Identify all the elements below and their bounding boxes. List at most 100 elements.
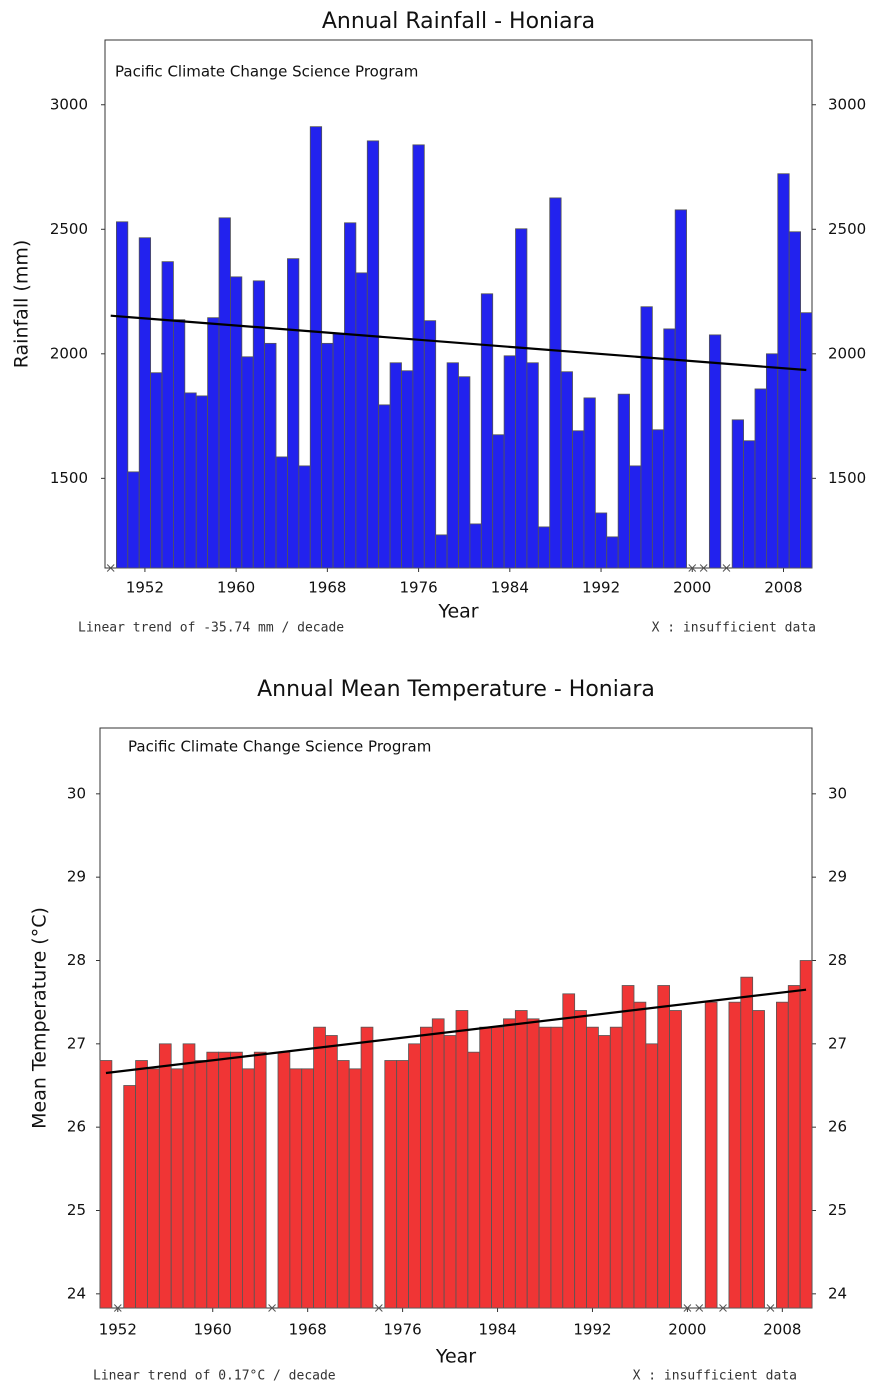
bar (777, 173, 790, 569)
bar (560, 371, 573, 569)
bar (645, 1043, 659, 1309)
y2-tick-label: 2500 (828, 220, 866, 238)
bar (431, 1018, 445, 1309)
bar (309, 126, 323, 569)
bar (491, 1026, 504, 1309)
x-axis-label: Year (437, 601, 478, 623)
missing-marker (106, 564, 115, 572)
bar (657, 985, 671, 1309)
y2-tick-label: 1500 (828, 469, 866, 487)
bar (158, 1043, 172, 1309)
missing-marker (375, 1304, 383, 1312)
bar (617, 393, 630, 569)
bar (241, 1068, 255, 1309)
y-tick-label: 25 (67, 1201, 86, 1219)
missing-marker (766, 1304, 775, 1312)
bar (184, 392, 197, 569)
bar (480, 293, 494, 569)
x-tick-label: 2008 (763, 1321, 801, 1339)
bar (492, 434, 505, 569)
bar (161, 261, 174, 569)
bar (787, 985, 801, 1309)
bar (135, 1060, 148, 1309)
bar (332, 333, 345, 569)
y2-tick-label: 2000 (828, 344, 866, 362)
bar (765, 353, 779, 569)
bar (138, 237, 152, 569)
bar (550, 1026, 564, 1309)
y-tick-label: 30 (67, 784, 86, 802)
y2-tick-label: 28 (828, 951, 847, 969)
bar (195, 395, 209, 569)
bar (800, 312, 813, 569)
x-tick-label: 1984 (491, 579, 529, 597)
subtitle: Pacific Climate Change Science Program (128, 738, 431, 756)
bar (344, 222, 357, 569)
missing-marker (688, 564, 697, 572)
bar (651, 429, 665, 569)
y2-tick-label: 29 (828, 868, 847, 886)
bar (360, 1026, 374, 1309)
x-tick-label: 1968 (308, 579, 346, 597)
y2-tick-label: 25 (828, 1201, 847, 1219)
bar (503, 355, 516, 569)
bar (788, 231, 801, 569)
y-tick-label: 26 (67, 1118, 86, 1136)
bar (325, 1035, 338, 1309)
x-tick-label: 2008 (764, 579, 802, 597)
trend-line (105, 988, 807, 1075)
bar (396, 1060, 409, 1309)
bar (586, 1026, 599, 1309)
bar (170, 1068, 184, 1309)
bar (594, 512, 608, 569)
bar (704, 1001, 718, 1309)
bar (526, 1018, 540, 1309)
bar (629, 465, 642, 569)
trend-note: Linear trend of 0.17°C / decade (93, 1369, 336, 1384)
bar (609, 1026, 623, 1309)
bar (598, 1035, 611, 1309)
bar (633, 1001, 647, 1309)
x-tick-label: 1952 (99, 1321, 137, 1339)
bar (401, 370, 414, 569)
bar (674, 209, 687, 569)
x-tick-label: 1952 (126, 579, 164, 597)
bar (277, 1051, 291, 1309)
bar (206, 1051, 220, 1309)
bar (549, 197, 562, 569)
missing-marker (719, 1304, 727, 1312)
x-axis-label: Year (435, 1346, 476, 1368)
y2-tick-label: 3000 (828, 95, 866, 113)
bar (150, 372, 163, 569)
bar (574, 1010, 587, 1309)
missing-note: X : insufficient data (652, 621, 816, 636)
bar (147, 1068, 160, 1309)
y2-tick-label: 27 (828, 1034, 847, 1052)
bar (230, 276, 243, 569)
bar (355, 272, 368, 569)
bar (752, 1010, 765, 1309)
bar (207, 317, 220, 569)
subtitle: Pacific Climate Change Science Program (115, 63, 418, 81)
bar (287, 258, 300, 569)
bar (467, 1051, 481, 1309)
x-tick-label: 1992 (573, 1321, 611, 1339)
bar (301, 1068, 315, 1309)
chart-title: Annual Mean Temperature - Honiara (257, 677, 655, 702)
y2-tick-label: 26 (828, 1118, 847, 1136)
bar (515, 228, 528, 569)
bar (321, 342, 334, 569)
bar (446, 362, 459, 569)
bar (526, 362, 539, 569)
bar (253, 1051, 267, 1309)
missing-marker (268, 1304, 276, 1312)
x-tick-label: 1960 (194, 1321, 232, 1339)
bar (621, 985, 635, 1309)
bar (298, 465, 311, 569)
y-tick-label: 24 (67, 1284, 86, 1302)
bar (241, 356, 254, 569)
bar (218, 217, 231, 569)
bar (366, 140, 380, 569)
bar (412, 144, 425, 569)
